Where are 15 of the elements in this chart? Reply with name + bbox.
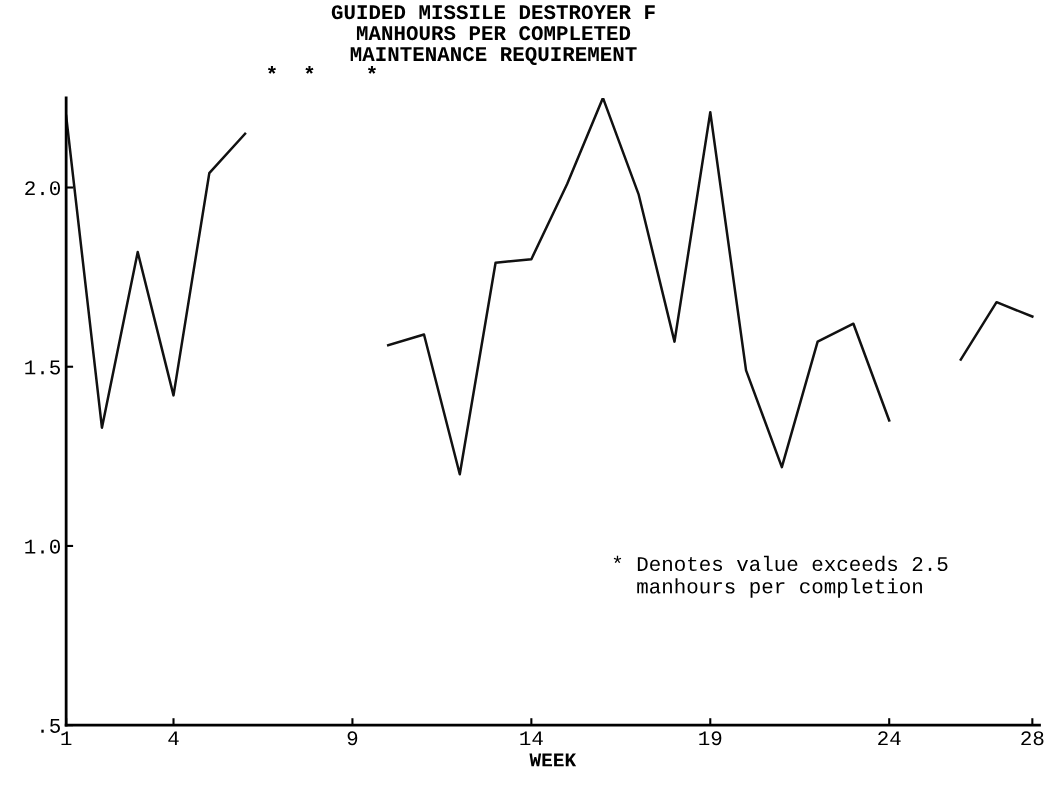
y-tick-label: .5: [41, 718, 60, 733]
x-tick-label: 28: [1021, 731, 1044, 746]
x-tick-label: 14: [520, 731, 543, 746]
chart-title: GUIDED MISSILE DESTROYER F MANHOURS PER COMPLETED MAINTENANCE REQUIREMENT: [331, 5, 655, 66]
x-tick-label: 19: [699, 731, 722, 746]
x-tick-label: 4: [168, 731, 179, 746]
x-tick-label: 1: [61, 731, 72, 746]
annotation: * Denotes value exceeds 2.5 manhours per completion: [613, 555, 948, 598]
y-tick-label: 1.5: [25, 360, 60, 375]
y-tick-label: 1.0: [25, 539, 60, 554]
x-tick-label: 9: [347, 731, 358, 746]
text: * * *: [267, 65, 376, 74]
x-axis-title: WEEK: [529, 753, 577, 767]
y-tick-label: 2.0: [25, 181, 60, 196]
x-tick-label: 24: [878, 731, 901, 746]
